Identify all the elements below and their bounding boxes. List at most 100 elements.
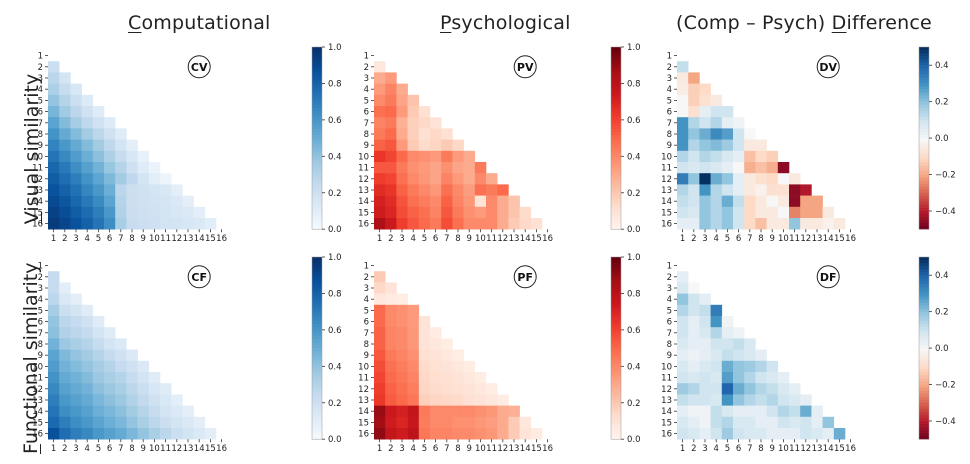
heatmap-cell: [721, 218, 734, 230]
colorbar-segment: [611, 56, 621, 60]
heatmap-cell: [418, 162, 431, 174]
panel-badge-label: CV: [191, 61, 208, 74]
heatmap-cell: [699, 316, 711, 328]
x-tick-label: 15: [205, 444, 216, 454]
heatmap-cell: [677, 383, 689, 395]
colorbar-segment: [611, 348, 621, 352]
colorbar-segment: [919, 223, 929, 227]
colorbar-segment: [611, 65, 621, 69]
heatmap-cell: [115, 360, 127, 373]
x-tick-label: 1: [680, 444, 685, 454]
colorbar-segment: [611, 119, 621, 124]
colorbar-segment: [611, 417, 621, 422]
colorbar-segment: [312, 128, 322, 133]
colorbar-segment: [919, 50, 929, 54]
colorbar-segment: [919, 375, 929, 379]
x-tick-label: 16: [542, 234, 553, 244]
heatmap-cell: [733, 150, 745, 163]
colorbar-segment: [919, 207, 929, 212]
colorbar-segment: [919, 360, 929, 364]
heatmap-cell: [452, 405, 464, 418]
colorbar-segment: [312, 177, 322, 182]
x-tick-label: 7: [444, 444, 449, 454]
heatmap-cell: [193, 428, 206, 440]
heatmap-cell: [474, 372, 487, 384]
heatmap-cell: [137, 162, 150, 174]
y-tick-label: 7: [667, 119, 672, 129]
colorbar-segment: [611, 402, 621, 407]
heatmap-cell: [374, 383, 386, 395]
x-tick-label: 13: [183, 444, 194, 454]
heatmap-cell: [777, 206, 790, 219]
x-tick-label: 2: [62, 444, 67, 454]
heatmap-cell: [721, 416, 734, 429]
x-tick-label: 1: [377, 234, 382, 244]
y-tick-label: 15: [32, 208, 43, 218]
heatmap-cell: [374, 394, 386, 406]
colorbar-segment: [919, 424, 929, 428]
colorbar-segment: [919, 95, 929, 100]
heatmap-cell: [789, 428, 801, 440]
heatmap-cell: [441, 162, 453, 174]
heatmap-cell: [721, 173, 734, 185]
y-tick-label: 11: [661, 164, 672, 174]
heatmap-cell: [833, 428, 846, 440]
y-tick-label: 16: [661, 430, 672, 440]
heatmap-cell: [148, 405, 161, 418]
x-tick-label: 13: [812, 234, 823, 244]
y-tick-label: 7: [364, 329, 369, 339]
heatmap-cell: [710, 349, 723, 362]
heatmap-cell: [70, 162, 82, 174]
heatmap-cell: [811, 218, 823, 230]
heatmap-cell: [126, 150, 138, 163]
colorbar-segment: [312, 195, 322, 200]
colorbar-segment: [919, 141, 929, 145]
heatmap-cell: [710, 416, 723, 429]
heatmap-cell: [430, 128, 442, 140]
x-tick-label: 6: [107, 444, 112, 454]
heatmap-cell: [385, 416, 397, 429]
colorbar-segment: [919, 147, 929, 151]
colorbar-segment: [312, 405, 322, 410]
heatmap-cell: [519, 206, 532, 219]
heatmap-cell: [92, 372, 105, 384]
column-title-psychological: Psychological: [440, 12, 571, 34]
heatmap-cell: [688, 184, 700, 196]
colorbar-tick-label: 0.4: [627, 362, 641, 372]
heatmap-cell: [822, 218, 835, 230]
colorbar-segment: [611, 345, 621, 349]
colorbar-segment: [312, 345, 322, 349]
x-tick-label: 6: [433, 234, 438, 244]
colorbar-segment: [611, 116, 621, 121]
heatmap-cell: [699, 338, 711, 350]
heatmap-cell: [137, 416, 150, 429]
y-tick-label: 8: [38, 340, 43, 350]
y-tick-label: 1: [364, 262, 369, 272]
heatmap-cell: [148, 195, 161, 208]
y-tick-label: 11: [32, 374, 43, 384]
heatmap-cell: [81, 349, 94, 362]
heatmap-cell: [59, 218, 71, 230]
heatmap-cell: [497, 405, 509, 418]
colorbar-segment: [312, 411, 322, 416]
colorbar-tick-label: 0.6: [627, 116, 641, 126]
heatmap-cell: [721, 106, 734, 118]
colorbar-segment: [312, 424, 322, 428]
heatmap-cell: [699, 94, 711, 107]
heatmap-cell: [699, 349, 711, 362]
colorbar-segment: [312, 305, 322, 310]
colorbar-segment: [919, 214, 929, 218]
heatmap-cell: [733, 117, 745, 129]
heatmap-cell: [204, 428, 217, 440]
heatmap-cell: [70, 383, 82, 395]
heatmap-cell: [92, 206, 105, 219]
heatmap-cell: [699, 195, 711, 208]
heatmap-cell: [721, 139, 734, 152]
heatmap-cell: [777, 383, 790, 395]
colorbar-segment: [611, 217, 621, 221]
heatmap-cell: [115, 428, 127, 440]
x-tick-label: 8: [129, 444, 134, 454]
heatmap-cell: [182, 428, 194, 440]
colorbar-segment: [312, 430, 322, 434]
panel-badge-label: CF: [191, 271, 207, 284]
